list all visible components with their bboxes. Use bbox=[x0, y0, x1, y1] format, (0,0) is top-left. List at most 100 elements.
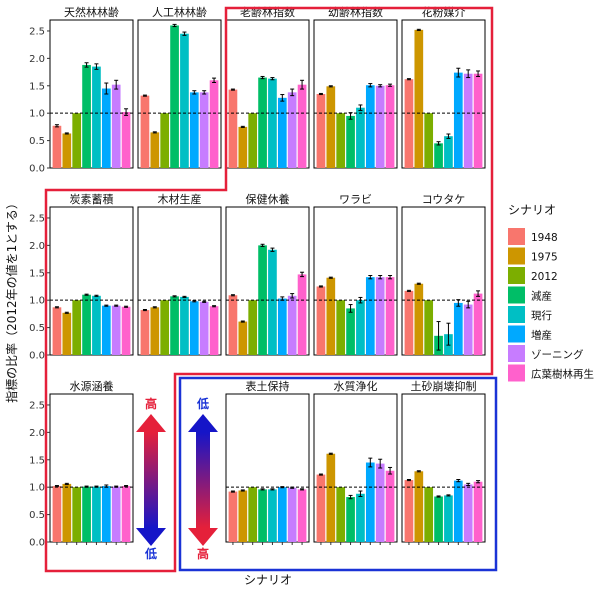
legend-swatch bbox=[508, 345, 525, 362]
panel-frame bbox=[401, 393, 486, 543]
bar bbox=[180, 296, 189, 355]
panel-frame bbox=[401, 19, 486, 169]
bar bbox=[72, 113, 82, 168]
bar bbox=[160, 113, 170, 168]
bar bbox=[414, 283, 424, 355]
bar bbox=[62, 133, 72, 168]
bar bbox=[414, 29, 424, 168]
legend-label: ゾーニング bbox=[531, 348, 584, 361]
bar bbox=[199, 301, 209, 355]
bar bbox=[356, 493, 365, 542]
panel-title: 炭素蓄積 bbox=[70, 192, 114, 206]
blue-arrow-top-label: 低 bbox=[196, 396, 209, 411]
panel-title: 木材生産 bbox=[158, 192, 202, 206]
bar bbox=[453, 302, 463, 355]
x-axis-title: シナリオ bbox=[244, 573, 292, 587]
bar bbox=[72, 487, 82, 542]
bar bbox=[346, 115, 355, 168]
y-tick-label: 1.5 bbox=[29, 268, 45, 279]
bar bbox=[248, 487, 258, 542]
legend-swatch bbox=[508, 267, 525, 284]
bar bbox=[385, 85, 395, 168]
bar bbox=[297, 274, 307, 355]
panel-frame bbox=[137, 206, 222, 356]
bar bbox=[111, 84, 121, 168]
bar bbox=[297, 489, 307, 542]
bar bbox=[316, 286, 326, 355]
bar bbox=[121, 112, 131, 168]
y-tick-label: 0.0 bbox=[29, 164, 45, 175]
blue-arrow-bottom-label: 高 bbox=[197, 546, 209, 561]
bar bbox=[277, 298, 287, 355]
bar bbox=[92, 66, 101, 168]
legend-swatch bbox=[508, 286, 525, 304]
y-tick-label: 2.0 bbox=[29, 54, 45, 65]
panel: 花粉媒介 bbox=[401, 6, 486, 169]
panel-grid: 天然林林齢 0.0 0.5 1.0 1.5 2.0 2.5 人工林林齢 老齢林指数 幼齢林指数 花粉… bbox=[29, 5, 486, 549]
panel: 水源涵養 0.0 0.5 1.0 1.5 2.0 2.5 bbox=[29, 379, 134, 549]
y-axis-title: 指標の比率（2012年の値を1とする） bbox=[4, 197, 19, 403]
panel: 炭素蓄積 0.0 0.5 1.0 1.5 2.0 2.5 bbox=[29, 192, 134, 362]
bar bbox=[375, 463, 385, 542]
panel-title: コウタケ bbox=[422, 193, 466, 206]
y-tick-label: 2.5 bbox=[29, 400, 45, 411]
bar bbox=[356, 300, 365, 355]
bar bbox=[111, 305, 121, 355]
bar bbox=[189, 92, 199, 168]
bar bbox=[375, 85, 385, 168]
bar bbox=[463, 484, 473, 542]
panel: 水質浄化 bbox=[313, 379, 398, 545]
panel-title: 水源涵養 bbox=[70, 379, 114, 393]
bar bbox=[209, 80, 219, 168]
bar bbox=[121, 306, 131, 355]
bar bbox=[326, 453, 336, 542]
bar bbox=[82, 64, 91, 168]
legend-swatch bbox=[508, 228, 525, 245]
red-arrow-top-label: 高 bbox=[145, 396, 157, 411]
bar bbox=[297, 84, 307, 168]
bar bbox=[180, 33, 189, 168]
bar bbox=[82, 294, 91, 355]
blue-group-outline bbox=[178, 376, 498, 572]
bar bbox=[385, 470, 395, 542]
panel: 保健休養 bbox=[225, 192, 310, 356]
panel: ワラビ bbox=[313, 193, 398, 356]
bar bbox=[228, 295, 238, 355]
legend-swatch bbox=[508, 247, 525, 265]
y-tick-label: 1.5 bbox=[29, 81, 45, 92]
panel-frame bbox=[313, 393, 398, 543]
bar bbox=[258, 489, 267, 542]
panel: コウタケ bbox=[401, 193, 486, 356]
panel: 人工林林齢 bbox=[137, 5, 222, 169]
bar bbox=[62, 483, 72, 542]
panel-frame bbox=[401, 206, 486, 356]
bar bbox=[150, 307, 160, 355]
panel-title: 水質浄化 bbox=[334, 379, 378, 393]
red-double-arrow bbox=[136, 414, 166, 546]
y-tick-label: 2.0 bbox=[29, 241, 45, 252]
bar bbox=[189, 301, 199, 355]
bar bbox=[258, 77, 267, 168]
panel-frame bbox=[49, 393, 134, 543]
panel-frame bbox=[49, 19, 134, 169]
panel-title: 保健休養 bbox=[246, 192, 290, 206]
panel-frame bbox=[313, 206, 398, 356]
bar bbox=[287, 92, 297, 168]
bar bbox=[424, 113, 434, 168]
bar bbox=[268, 249, 277, 355]
bar bbox=[287, 487, 297, 542]
panel-title: 人工林林齢 bbox=[152, 5, 207, 19]
bar bbox=[111, 486, 121, 542]
y-tick-label: 0.0 bbox=[29, 351, 45, 362]
bar bbox=[404, 480, 414, 542]
bar bbox=[346, 308, 355, 355]
bar bbox=[92, 295, 101, 355]
bar bbox=[473, 73, 483, 168]
y-tick-label: 0.5 bbox=[29, 323, 45, 334]
bar bbox=[101, 305, 111, 355]
bar bbox=[444, 136, 453, 168]
panel-frame bbox=[49, 206, 134, 356]
panel-frame bbox=[137, 19, 222, 169]
y-tick-label: 2.5 bbox=[29, 26, 45, 37]
